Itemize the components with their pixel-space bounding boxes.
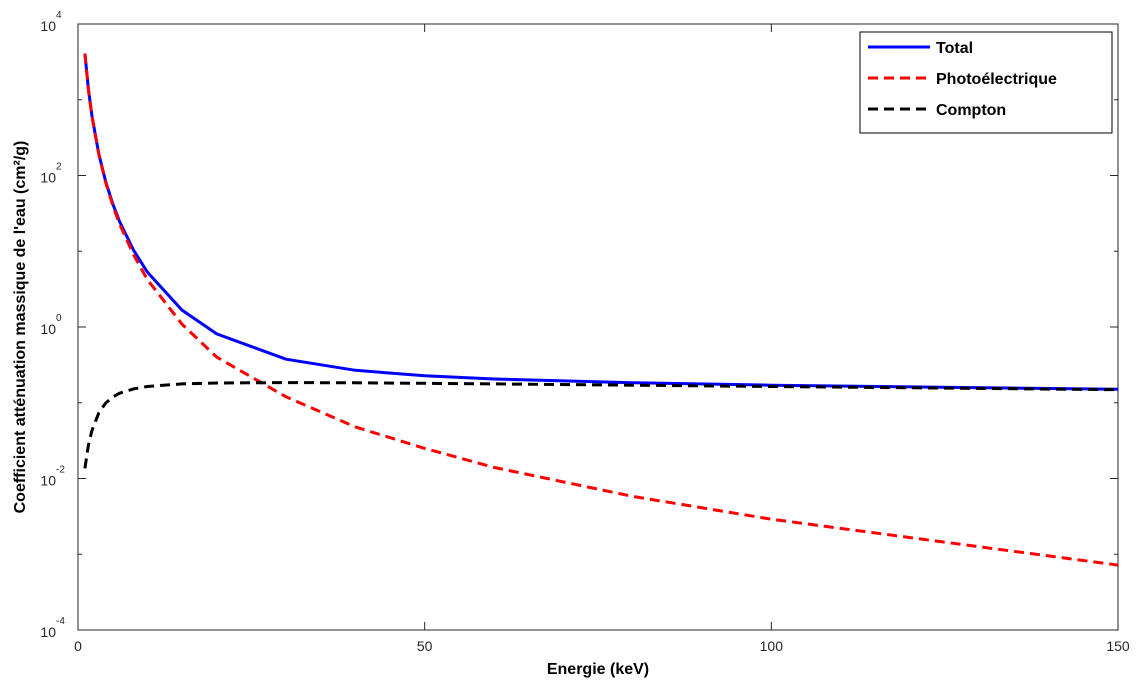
y-tick-exponent: 4 — [56, 10, 62, 21]
y-tick-exponent: 0 — [56, 313, 62, 324]
y-tick-exponent: -4 — [56, 616, 65, 627]
y-tick-label: 10 — [40, 170, 56, 186]
y-tick-base: 10 — [40, 170, 56, 186]
y-tick-base: 10 — [40, 18, 56, 34]
x-axis-ticks: 0 50 100 150 — [74, 24, 1130, 654]
y-tick-base: 10 — [40, 473, 56, 489]
x-tick-label: 0 — [74, 638, 82, 654]
y-tick-label: 10 — [40, 473, 56, 489]
x-tick-label: 50 — [417, 638, 433, 654]
y-tick-label: 10 — [40, 321, 56, 337]
legend-label: Total — [936, 40, 973, 57]
x-tick-label: 100 — [760, 638, 784, 654]
y-tick-base: 10 — [40, 321, 56, 337]
series-layer — [83, 53, 1119, 567]
series-line-photo-lectrique — [83, 53, 1119, 567]
x-tick-label: 150 — [1106, 638, 1130, 654]
legend-label: Compton — [936, 102, 1006, 119]
y-tick-label: 10 — [40, 624, 56, 640]
y-tick-base: 10 — [40, 624, 56, 640]
x-axis-title: Energie (keV) — [547, 661, 649, 678]
y-tick-label: 10 — [40, 18, 56, 34]
series-line-compton — [83, 381, 1119, 469]
legend: Total Photoélectrique Compton — [859, 31, 1113, 134]
y-tick-exponent: 2 — [56, 162, 62, 173]
legend-box — [859, 31, 1113, 134]
y-axis-title: Coefficient atténuation massique de l'ea… — [12, 141, 29, 514]
y-tick-exponent: -2 — [56, 465, 65, 476]
legend-label: Photoélectrique — [936, 71, 1057, 88]
series-line-total — [83, 53, 1119, 391]
